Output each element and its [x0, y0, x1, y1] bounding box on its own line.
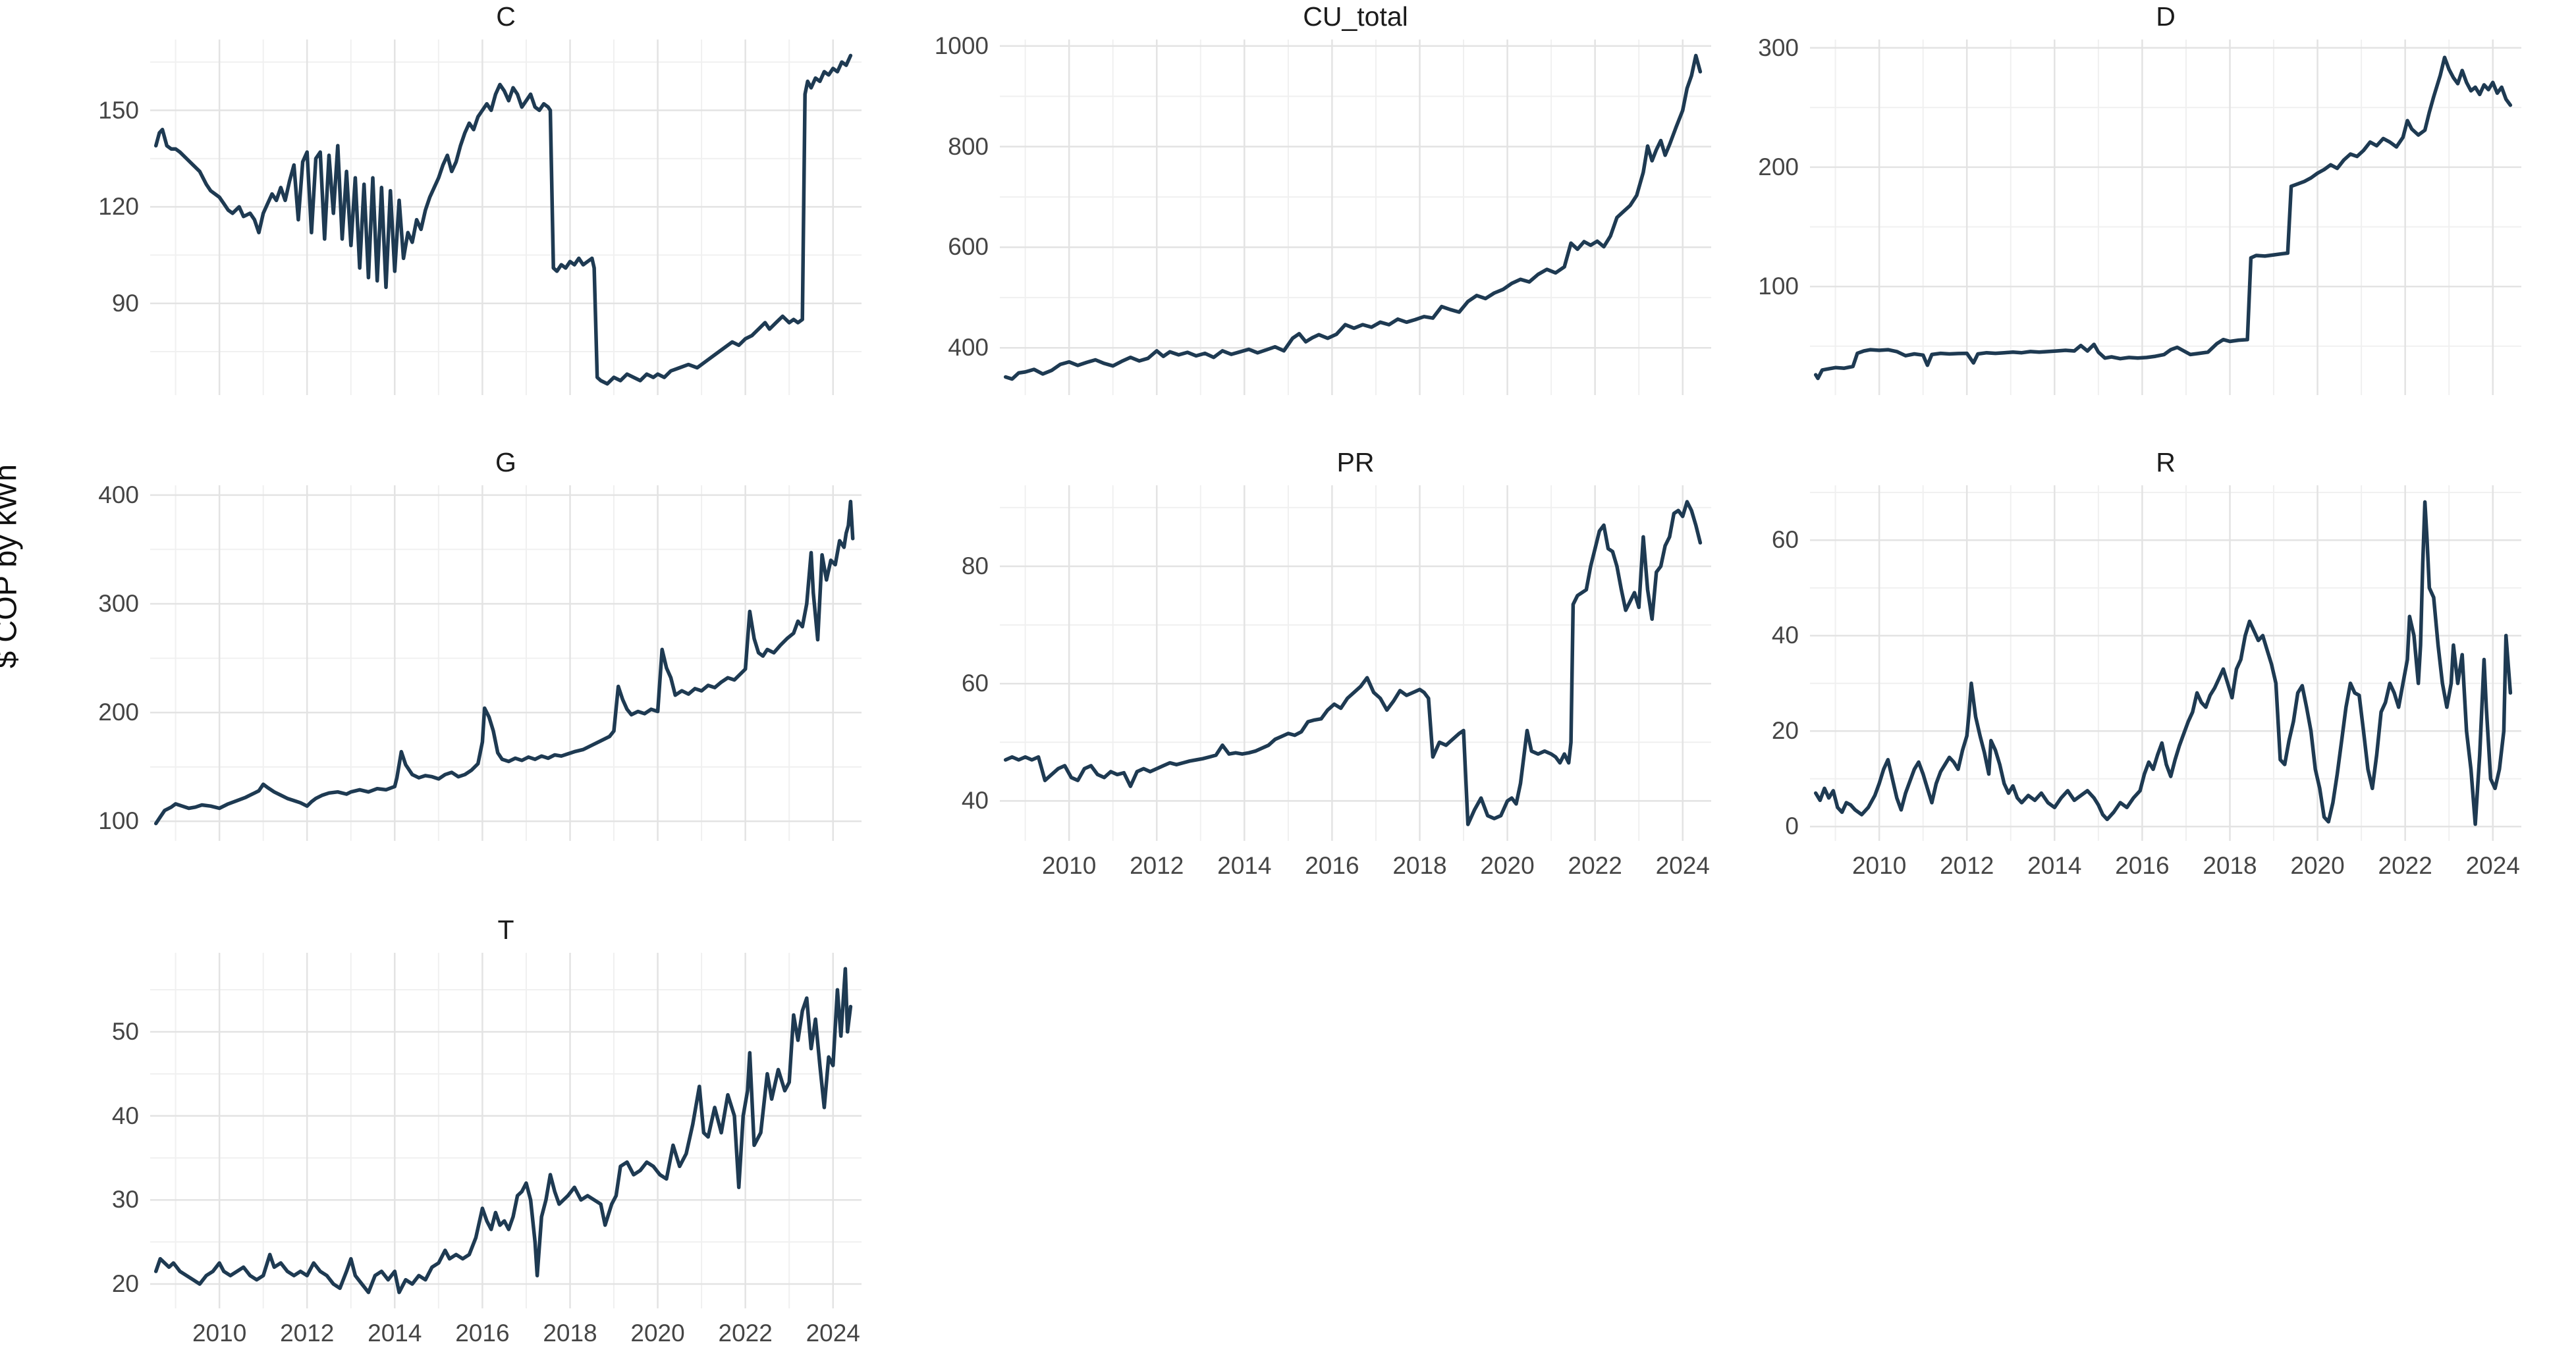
- y-tick-label: 300: [98, 590, 139, 617]
- line-series-G: [153, 500, 855, 826]
- x-tick-label: 2014: [2027, 852, 2082, 879]
- plot-area: [150, 485, 862, 841]
- facet-title: R: [2156, 447, 2176, 477]
- facet-panel-PR: [1000, 485, 1711, 841]
- y-tick-label: 40: [111, 1102, 139, 1129]
- x-tick-label: 2024: [1655, 852, 1710, 879]
- y-tick-label: 20: [111, 1270, 139, 1297]
- line-series-CU_total: [1003, 53, 1703, 381]
- x-tick-label: 2014: [368, 1320, 422, 1347]
- facet-panel-R: [1810, 485, 2521, 841]
- x-tick-label: 2020: [630, 1320, 685, 1347]
- x-tick-label: 2016: [455, 1320, 510, 1347]
- y-tick-label: 1000: [934, 32, 989, 59]
- y-tick-label: 0: [1785, 813, 1799, 840]
- facet-title: T: [497, 915, 514, 945]
- line-series-R: [1813, 500, 2513, 826]
- facet-panel-C: [150, 40, 862, 395]
- y-tick-label: 60: [1771, 526, 1799, 554]
- y-tick-label: 300: [1758, 34, 1799, 61]
- y-tick-label: 20: [1771, 717, 1799, 745]
- y-tick-label: 40: [961, 787, 989, 815]
- x-tick-label: 2010: [1041, 852, 1097, 879]
- facet-title: CU_total: [1303, 1, 1408, 32]
- line-series-PR: [1003, 500, 1703, 826]
- facet-title: D: [2156, 1, 2176, 32]
- y-tick-label: 120: [98, 193, 139, 221]
- y-tick-label: 800: [948, 132, 989, 160]
- facet-panel-T: [150, 953, 862, 1308]
- facet-title: C: [496, 1, 516, 32]
- x-tick-label: 2014: [1217, 852, 1272, 879]
- x-tick-label: 2022: [1568, 852, 1622, 879]
- x-tick-label: 2020: [2290, 852, 2345, 879]
- x-tick-label: 2018: [543, 1320, 597, 1347]
- y-tick-label: 150: [98, 96, 139, 124]
- y-tick-label: 200: [98, 699, 139, 726]
- facet-panel-D: [1810, 40, 2521, 395]
- plot-area: [150, 953, 862, 1308]
- y-tick-label: 90: [111, 289, 139, 317]
- y-tick-label: 60: [961, 670, 989, 697]
- plot-area: [1810, 485, 2521, 841]
- plot-area: [1000, 485, 1711, 841]
- facet-title: PR: [1336, 447, 1375, 477]
- x-tick-label: 2016: [2115, 852, 2170, 879]
- y-tick-label: 400: [98, 481, 139, 508]
- x-tick-label: 2016: [1305, 852, 1359, 879]
- x-tick-label: 2010: [1851, 852, 1907, 879]
- x-tick-label: 2024: [806, 1320, 860, 1347]
- x-tick-label: 2022: [718, 1320, 773, 1347]
- y-tick-label: 100: [98, 807, 139, 835]
- line-series-D: [1813, 55, 2513, 381]
- plot-area: [150, 40, 862, 395]
- plot-area: [1000, 40, 1711, 395]
- y-tick-label: 50: [111, 1018, 139, 1045]
- x-tick-label: 2018: [2203, 852, 2257, 879]
- y-tick-label: 600: [948, 233, 989, 261]
- y-tick-label: 100: [1758, 273, 1799, 300]
- x-tick-label: 2012: [1130, 852, 1184, 879]
- x-tick-label: 2022: [2378, 852, 2432, 879]
- x-tick-label: 2012: [280, 1320, 335, 1347]
- x-tick-label: 2018: [1392, 852, 1447, 879]
- x-tick-label: 2012: [1940, 852, 1994, 879]
- y-tick-label: 80: [961, 552, 989, 579]
- y-tick-label: 400: [948, 334, 989, 361]
- facet-panel-G: [150, 485, 862, 841]
- line-series-C: [153, 53, 853, 386]
- x-tick-label: 2010: [192, 1320, 247, 1347]
- plot-area: [1810, 40, 2521, 395]
- x-tick-label: 2020: [1480, 852, 1535, 879]
- line-series-T: [153, 967, 853, 1295]
- facet-title: G: [495, 447, 516, 477]
- y-tick-label: 40: [1771, 622, 1799, 649]
- y-tick-label: 30: [111, 1186, 139, 1214]
- facet-panel-CU_total: [1000, 40, 1711, 395]
- y-tick-label: 200: [1758, 153, 1799, 180]
- x-tick-label: 2024: [2465, 852, 2520, 879]
